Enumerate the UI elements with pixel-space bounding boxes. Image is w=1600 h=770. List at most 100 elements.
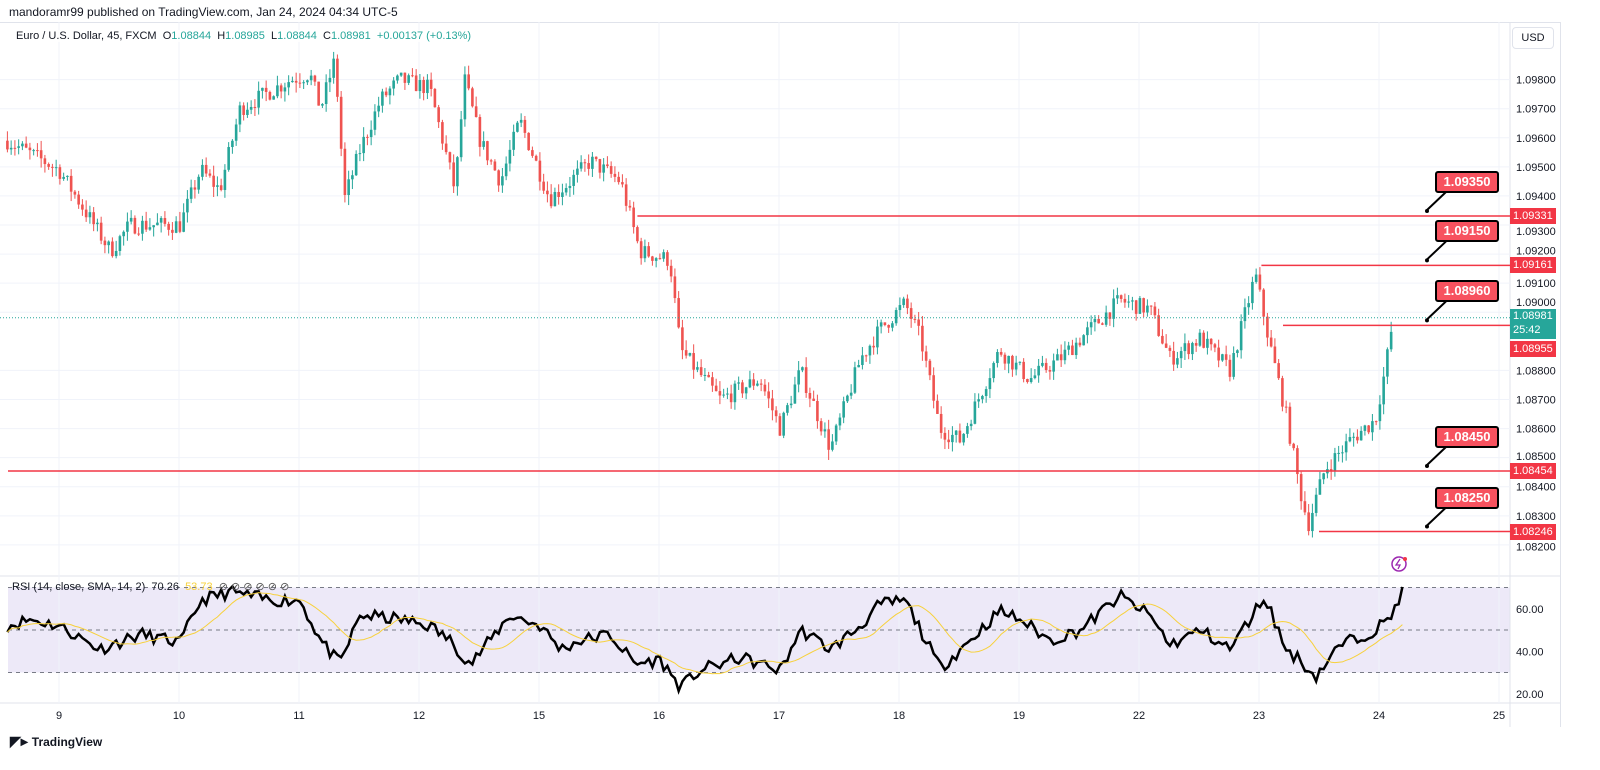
callout-pointer xyxy=(1426,300,1447,321)
candle-body xyxy=(789,403,793,406)
candle-body xyxy=(216,185,219,187)
candle-body xyxy=(643,246,647,259)
candle-body xyxy=(377,105,380,112)
candle-body xyxy=(47,164,50,167)
candle-body xyxy=(467,74,470,89)
candle-body xyxy=(647,246,650,257)
price-callout[interactable]: 1.09350 xyxy=(1435,171,1499,193)
candle-body xyxy=(733,383,737,403)
candle-body xyxy=(159,218,163,223)
candle-body xyxy=(433,88,437,108)
tradingview-logo[interactable]: ◤▸ TradingView xyxy=(10,733,103,749)
price-callout[interactable]: 1.08960 xyxy=(1435,280,1499,303)
candle-body xyxy=(1142,298,1145,313)
price-axis-label: 1.08400 xyxy=(1516,482,1556,494)
candle-body xyxy=(103,240,107,246)
candle-body xyxy=(921,325,924,352)
candle-body xyxy=(294,80,298,83)
candle-body xyxy=(804,367,808,393)
candle-body xyxy=(812,398,815,401)
symbol-title[interactable]: Euro / U.S. Dollar, 45, FXCM xyxy=(16,30,157,42)
candle-body xyxy=(1202,332,1205,348)
candle-body xyxy=(302,82,305,84)
candle-body xyxy=(1348,437,1352,442)
candle-body xyxy=(542,181,545,191)
rsi-title[interactable]: RSI (14, close, SMA, 14, 2) xyxy=(12,581,146,593)
candle-body xyxy=(939,413,943,433)
candle-body xyxy=(894,310,898,324)
candle-body xyxy=(482,141,485,147)
candle-body xyxy=(1209,338,1213,345)
candle-body xyxy=(1007,355,1010,364)
candle-body xyxy=(339,96,343,149)
candle-body xyxy=(673,276,677,299)
callout-pointer xyxy=(1426,240,1447,261)
price-callout[interactable]: 1.09150 xyxy=(1435,220,1499,243)
candle-body xyxy=(1176,358,1179,365)
candle-body xyxy=(1011,355,1014,370)
candle-body xyxy=(861,355,864,366)
candle-body xyxy=(373,111,377,130)
candle-body xyxy=(448,152,452,163)
candle-body xyxy=(966,426,969,434)
candle-body xyxy=(981,396,984,400)
candle-body xyxy=(602,164,605,173)
price-axis-label: 1.09700 xyxy=(1516,104,1556,116)
candle-body xyxy=(1146,305,1149,313)
candle-body xyxy=(898,305,902,311)
candle-body xyxy=(1213,344,1217,348)
candle-body xyxy=(242,105,245,115)
candle-body xyxy=(249,106,253,110)
candle-body xyxy=(129,217,133,222)
lightning-alert-icon[interactable] xyxy=(1391,556,1407,572)
candle-body xyxy=(54,167,58,169)
candle-body xyxy=(1314,494,1318,513)
candle-body xyxy=(879,322,883,327)
candle-body xyxy=(1112,298,1115,319)
candle-body xyxy=(1292,443,1295,449)
candle-body xyxy=(606,164,609,167)
candle-body xyxy=(576,168,579,175)
price-callout[interactable]: 1.08250 xyxy=(1435,486,1499,509)
price-axis-label: 1.09100 xyxy=(1516,278,1556,290)
candle-body xyxy=(1228,359,1232,377)
candle-body xyxy=(808,392,812,399)
high-value: 1.08985 xyxy=(225,30,265,42)
candle-body xyxy=(291,80,294,83)
candle-body xyxy=(613,173,617,177)
candle-body xyxy=(332,58,335,78)
candle-body xyxy=(692,353,695,370)
candle-body xyxy=(73,191,77,195)
candle-body xyxy=(1329,469,1333,471)
candle-body xyxy=(714,385,718,392)
candle-body xyxy=(1251,281,1254,304)
candle-body xyxy=(519,119,523,123)
candle-body xyxy=(1044,362,1048,371)
candle-body xyxy=(58,167,62,179)
candle-body xyxy=(1389,331,1393,350)
candle-body xyxy=(347,179,350,196)
candle-body xyxy=(189,187,193,199)
candle-body xyxy=(501,176,504,186)
candle-body xyxy=(718,391,722,396)
candle-body xyxy=(1059,354,1063,361)
candle-body xyxy=(1161,335,1164,344)
candle-body xyxy=(313,75,317,82)
time-axis-label: 15 xyxy=(533,710,545,722)
candle-body xyxy=(1063,349,1067,361)
candle-body xyxy=(148,227,152,230)
candle-body xyxy=(261,87,264,91)
callout-anchor-dot xyxy=(1425,318,1429,323)
candle-body xyxy=(992,363,995,379)
candle-body xyxy=(1344,441,1348,453)
candle-body xyxy=(1288,406,1292,444)
price-callout[interactable]: 1.08450 xyxy=(1435,426,1499,449)
candle-body xyxy=(1281,378,1284,407)
candle-body xyxy=(137,233,140,235)
currency-button[interactable]: USD xyxy=(1512,27,1554,49)
candle-body xyxy=(1123,298,1127,303)
candle-body xyxy=(141,220,144,234)
candle-body xyxy=(6,140,9,150)
candle-body xyxy=(1168,347,1172,351)
